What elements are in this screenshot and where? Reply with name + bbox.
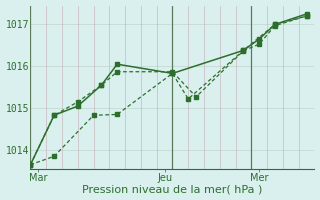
X-axis label: Pression niveau de la mer( hPa ): Pression niveau de la mer( hPa )	[82, 184, 263, 194]
